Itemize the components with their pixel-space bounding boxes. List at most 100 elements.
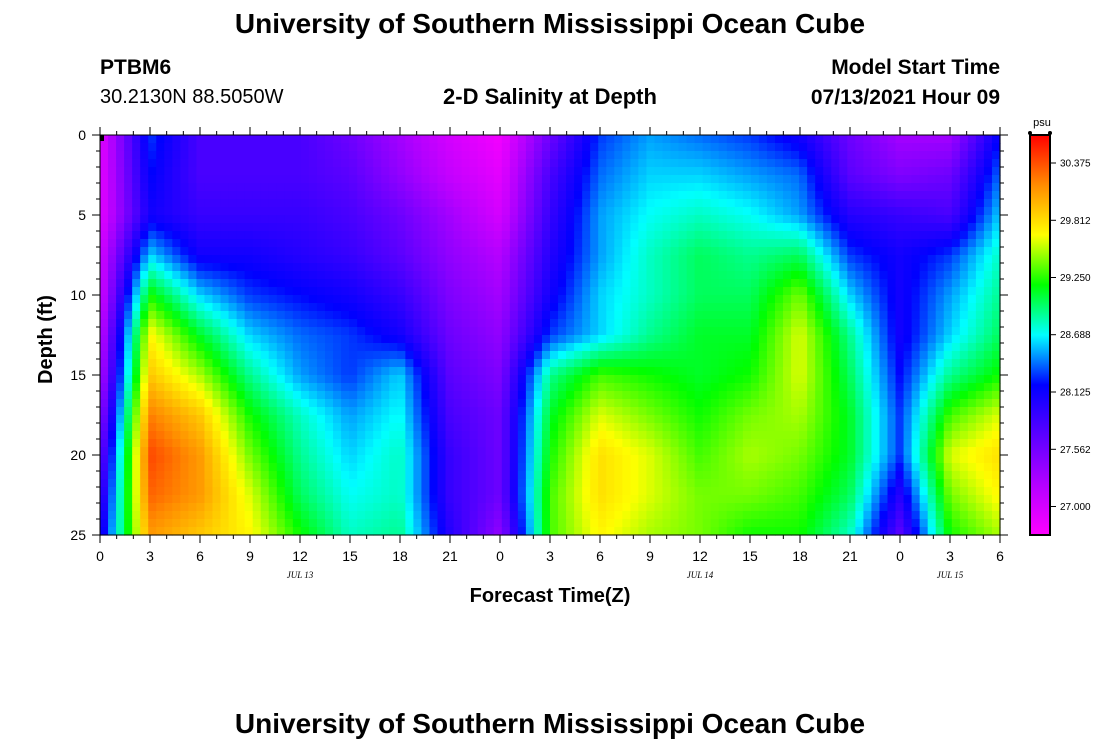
heatmap-cell xyxy=(839,199,848,208)
heatmap-cell xyxy=(550,231,559,240)
heatmap-cell xyxy=(879,231,889,240)
heatmap-cell xyxy=(622,391,631,400)
heatmap-cell xyxy=(501,151,511,160)
heatmap-cell xyxy=(148,327,157,336)
heatmap-cell xyxy=(766,199,776,208)
heatmap-cell xyxy=(614,375,623,384)
heatmap-cell xyxy=(405,159,414,168)
heatmap-cell xyxy=(100,303,109,312)
heatmap-cell xyxy=(614,399,623,408)
heatmap-cell xyxy=(574,311,583,320)
heatmap-cell xyxy=(662,431,672,440)
heatmap-cell xyxy=(959,287,969,296)
heatmap-cell xyxy=(959,479,969,488)
heatmap-cell xyxy=(879,159,889,168)
heatmap-cell xyxy=(799,183,808,192)
heatmap-cell xyxy=(550,295,559,304)
heatmap-cell xyxy=(413,367,423,376)
heatmap-cell xyxy=(485,223,495,232)
heatmap-cell xyxy=(132,231,141,240)
heatmap-cell xyxy=(582,223,591,232)
heatmap-cell xyxy=(630,479,639,488)
heatmap-cell xyxy=(357,151,366,160)
heatmap-cell xyxy=(365,343,374,352)
heatmap-cell xyxy=(212,279,222,288)
heatmap-cell xyxy=(847,439,856,448)
heatmap-cell xyxy=(959,303,969,312)
heatmap-cell xyxy=(212,343,222,352)
heatmap-cell xyxy=(477,431,487,440)
heatmap-cell xyxy=(815,375,824,384)
heatmap-cell xyxy=(180,247,189,256)
heatmap-cell xyxy=(598,255,607,264)
heatmap-cell xyxy=(590,143,599,152)
heatmap-cell xyxy=(678,447,688,456)
heatmap-cell xyxy=(268,407,278,416)
heatmap-cell xyxy=(726,303,736,312)
heatmap-cell xyxy=(485,247,495,256)
heatmap-cell xyxy=(919,479,929,488)
heatmap-cell xyxy=(509,223,519,232)
heatmap-cell xyxy=(807,303,816,312)
heatmap-cell xyxy=(630,287,639,296)
heatmap-cell xyxy=(670,295,680,304)
heatmap-cell xyxy=(558,327,567,336)
heatmap-cell xyxy=(325,407,334,416)
heatmap-cell xyxy=(815,263,824,272)
heatmap-cell xyxy=(437,335,447,344)
heatmap-cell xyxy=(164,327,173,336)
heatmap-cell xyxy=(646,287,656,296)
heatmap-cell xyxy=(919,215,929,224)
heatmap-cell xyxy=(180,223,189,232)
heatmap-cell xyxy=(919,327,929,336)
heatmap-cell xyxy=(646,367,656,376)
heatmap-cell xyxy=(517,167,527,176)
heatmap-cell xyxy=(228,407,238,416)
heatmap-cell xyxy=(180,151,189,160)
heatmap-cell xyxy=(646,439,656,448)
heatmap-cell xyxy=(397,159,406,168)
heatmap-cell xyxy=(726,463,736,472)
heatmap-cell xyxy=(783,183,792,192)
heatmap-cell xyxy=(469,183,479,192)
heatmap-cell xyxy=(887,479,897,488)
heatmap-cell xyxy=(815,215,824,224)
heatmap-cell xyxy=(533,287,543,296)
heatmap-cell xyxy=(300,375,310,384)
heatmap-cell xyxy=(156,431,165,440)
heatmap-cell xyxy=(855,311,864,320)
heatmap-cell xyxy=(212,455,222,464)
heatmap-cell xyxy=(879,407,889,416)
heatmap-cell xyxy=(951,247,961,256)
heatmap-cell xyxy=(686,463,696,472)
heatmap-cell xyxy=(349,447,358,456)
heatmap-cell xyxy=(710,215,720,224)
heatmap-cell xyxy=(228,151,238,160)
heatmap-cell xyxy=(855,199,864,208)
heatmap-cell xyxy=(646,247,656,256)
heatmap-cell xyxy=(397,319,406,328)
heatmap-cell xyxy=(252,191,262,200)
heatmap-cell xyxy=(469,271,479,280)
heatmap-cell xyxy=(646,143,656,152)
heatmap-cell xyxy=(791,415,800,424)
heatmap-cell xyxy=(373,343,382,352)
heatmap-cell xyxy=(959,183,969,192)
heatmap-cell xyxy=(815,183,824,192)
heatmap-cell xyxy=(686,207,696,216)
heatmap-cell xyxy=(100,423,109,432)
heatmap-cell xyxy=(156,159,165,168)
heatmap-cell xyxy=(638,175,648,184)
heatmap-cell xyxy=(646,407,656,416)
heatmap-cell xyxy=(967,223,977,232)
heatmap-cell xyxy=(807,399,816,408)
heatmap-cell xyxy=(670,271,680,280)
heatmap-cell xyxy=(445,231,455,240)
heatmap-cell xyxy=(180,375,189,384)
model-start-time: 07/13/2021 Hour 09 xyxy=(810,86,1000,109)
heatmap-cell xyxy=(710,423,720,432)
heatmap-cell xyxy=(670,135,680,144)
heatmap-cell xyxy=(927,239,937,248)
heatmap-cell xyxy=(943,455,953,464)
heatmap-cell xyxy=(887,327,897,336)
